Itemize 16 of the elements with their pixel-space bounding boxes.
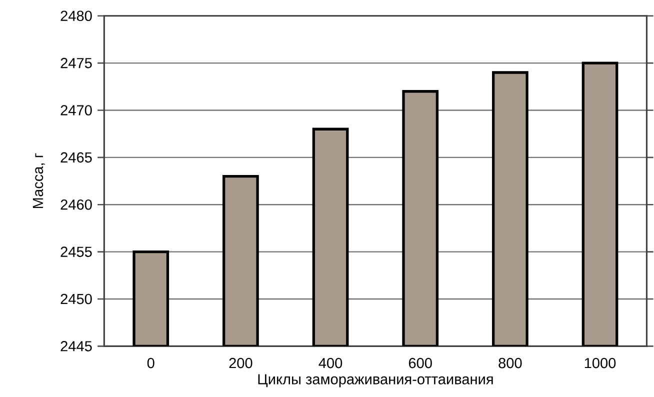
y-axis-title: Масса, г bbox=[32, 153, 45, 208]
y-tick-label: 2470 bbox=[60, 105, 92, 116]
y-tick-label: 2475 bbox=[60, 58, 92, 68]
x-tick-label: 600 bbox=[408, 358, 432, 368]
x-tick-label: 800 bbox=[498, 358, 522, 368]
y-tick-label: 2450 bbox=[60, 294, 92, 304]
x-tick-label: 1000 bbox=[584, 358, 616, 368]
x-axis-title: Циклы замораживания-оттаивания bbox=[258, 374, 493, 388]
x-tick-label: 400 bbox=[318, 358, 342, 368]
x-tick-label: 0 bbox=[147, 358, 154, 368]
x-tick-label: 200 bbox=[229, 358, 252, 368]
y-tick-label: 2445 bbox=[60, 341, 92, 352]
y-tick-label: 2455 bbox=[60, 246, 92, 258]
y-tick-label: 2460 bbox=[60, 200, 92, 210]
y-tick-label: 2465 bbox=[60, 152, 92, 163]
y-tick-label: 2480 bbox=[60, 10, 92, 22]
